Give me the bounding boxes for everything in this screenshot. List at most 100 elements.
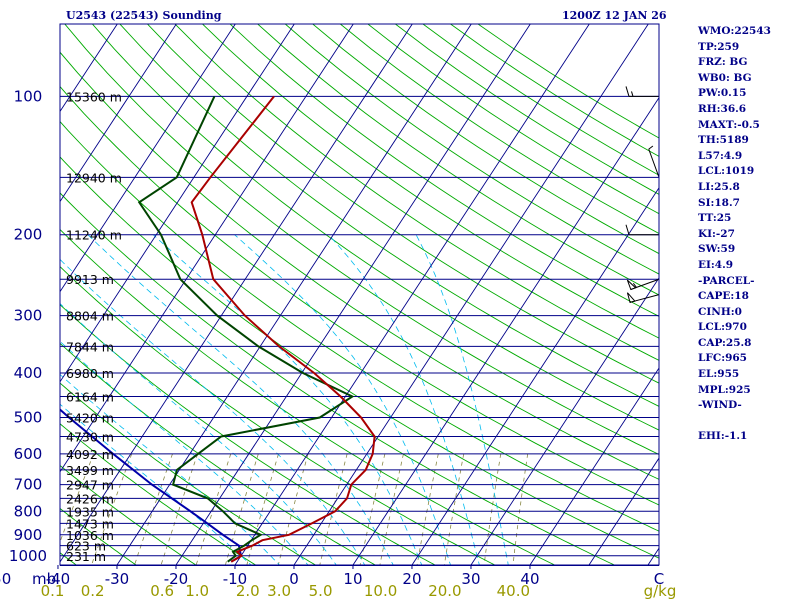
index-item: WMO:22543 xyxy=(698,25,771,37)
height-label: 2947 m xyxy=(66,478,114,493)
wind-barb-full xyxy=(625,86,630,97)
dry-adiabat xyxy=(60,423,257,565)
moist-adiabat xyxy=(60,403,252,565)
sounding-profiles xyxy=(60,95,376,563)
wind-barb-pennant xyxy=(626,279,637,291)
mixing-ratio-line xyxy=(416,453,439,565)
index-item: EL:955 xyxy=(698,368,740,381)
height-label: 3499 m xyxy=(66,463,114,478)
isotherm xyxy=(116,24,472,565)
pressure-label: 300 xyxy=(14,307,43,325)
mixing-ratio-label: 10.0 xyxy=(364,582,397,600)
wind-barb-pennant xyxy=(626,292,636,303)
isotherms xyxy=(0,22,659,567)
moist-adiabat xyxy=(234,234,451,565)
isotherm xyxy=(175,24,531,565)
pressure-label: 900 xyxy=(14,526,43,544)
height-label: 12940 m xyxy=(66,170,122,185)
dry-adiabat xyxy=(201,24,659,339)
temperature-tick-label: 10 xyxy=(343,570,362,588)
index-item: TP:259 xyxy=(698,40,740,53)
height-label: 1473 m xyxy=(66,516,114,531)
isotherm xyxy=(470,277,659,565)
wind-barbs xyxy=(625,86,660,303)
dry-adiabat xyxy=(60,507,137,565)
dry-adiabat xyxy=(60,192,616,565)
index-item: MAXT:-0.5 xyxy=(698,118,760,131)
index-item: EHI:-1.1 xyxy=(698,430,748,443)
isobars xyxy=(60,95,659,567)
index-item: LCL:970 xyxy=(698,321,747,334)
index-item: LI:25.8 xyxy=(698,180,740,193)
height-label: 4730 m xyxy=(66,430,114,445)
moist-adiabat xyxy=(60,303,337,565)
index-item xyxy=(698,414,771,430)
height-label: 2426 m xyxy=(66,491,114,506)
temperature-tick-label: 0 xyxy=(289,570,299,588)
height-label: 231 m xyxy=(66,549,106,564)
index-item: KI:-27 xyxy=(698,227,735,240)
mixing-ratio-lines xyxy=(60,453,529,565)
index-item: -PARCEL- xyxy=(698,274,755,287)
dry-adiabat xyxy=(60,265,496,565)
dry-adiabat xyxy=(60,85,659,506)
mixing-ratio-label: 40.0 xyxy=(497,582,530,600)
mixing-ratio-label: 20.0 xyxy=(428,582,461,600)
pressure-label: 700 xyxy=(14,476,43,494)
sounding-time: 1200Z 12 JAN 26 xyxy=(562,9,667,22)
isotherm xyxy=(60,24,177,203)
isotherm xyxy=(0,22,1,567)
pressure-label: 500 xyxy=(14,409,43,427)
mixing-ratio-label: 2.0 xyxy=(236,582,260,600)
wind-barb-staff xyxy=(648,148,660,178)
temperature-tick-label: -40 xyxy=(46,570,71,588)
height-label: 9913 m xyxy=(66,272,114,287)
mixing-ratio-label: 0.6 xyxy=(150,582,174,600)
sounding-title: U2543 (22543) Sounding xyxy=(66,9,222,22)
index-item: TH:5189 xyxy=(698,134,749,147)
height-label: 11240 m xyxy=(66,228,122,243)
isotherm xyxy=(60,24,295,383)
dry-adiabat xyxy=(91,24,659,431)
pressure-label: 100 xyxy=(14,87,43,105)
dry-adiabat xyxy=(174,24,659,361)
isotherm xyxy=(293,24,649,565)
mixing-ratio-line xyxy=(195,453,232,565)
dry-adiabat xyxy=(229,24,659,317)
index-item: PW:0.15 xyxy=(698,87,747,100)
isotherm xyxy=(588,457,659,565)
stability-indices-panel: WMO:22543 TP:259 FRZ: BG WB0: BG PW:0.15 RH:3… xyxy=(698,24,771,445)
height-label: 623 m xyxy=(66,539,106,554)
mixing-ratio-line xyxy=(443,453,465,565)
temperature-tick-label: -10 xyxy=(223,570,248,588)
index-item: SI:18.7 xyxy=(698,196,740,209)
isotherm xyxy=(352,96,659,565)
dry-adiabat xyxy=(60,51,659,480)
height-label: 5420 m xyxy=(66,411,114,426)
moist-adiabat xyxy=(60,340,309,565)
dry-adiabat xyxy=(146,24,659,384)
isotherm xyxy=(234,24,590,565)
temperature-trace xyxy=(190,95,376,563)
dry-adiabat xyxy=(119,24,659,407)
index-item: FRZ: BG xyxy=(698,56,748,69)
mixing-ratio-line xyxy=(379,453,404,565)
temperature-tick-label: -30 xyxy=(105,570,130,588)
temperature-unit-label: C xyxy=(654,570,664,588)
index-item: L57:4.9 xyxy=(698,149,743,162)
pressure-label: 1000 xyxy=(9,547,47,565)
mixing-ratio-line xyxy=(483,453,502,565)
height-label: 6980 m xyxy=(66,366,114,381)
dry-adiabat xyxy=(60,342,376,565)
mixing-ratio-line xyxy=(246,453,279,565)
mixing-ratio-label: 0.2 xyxy=(81,582,105,600)
index-item: RH:36.6 xyxy=(698,102,747,115)
mixing-ratio-line xyxy=(91,453,133,565)
isotherm xyxy=(411,187,659,565)
index-item: EI:4.9 xyxy=(698,258,734,271)
temperature-tick-label: -20 xyxy=(164,570,189,588)
mixing-ratio-label: 5.0 xyxy=(309,582,333,600)
mixing-ratio-label: 3.0 xyxy=(267,582,291,600)
pressure-label: 600 xyxy=(14,445,43,463)
